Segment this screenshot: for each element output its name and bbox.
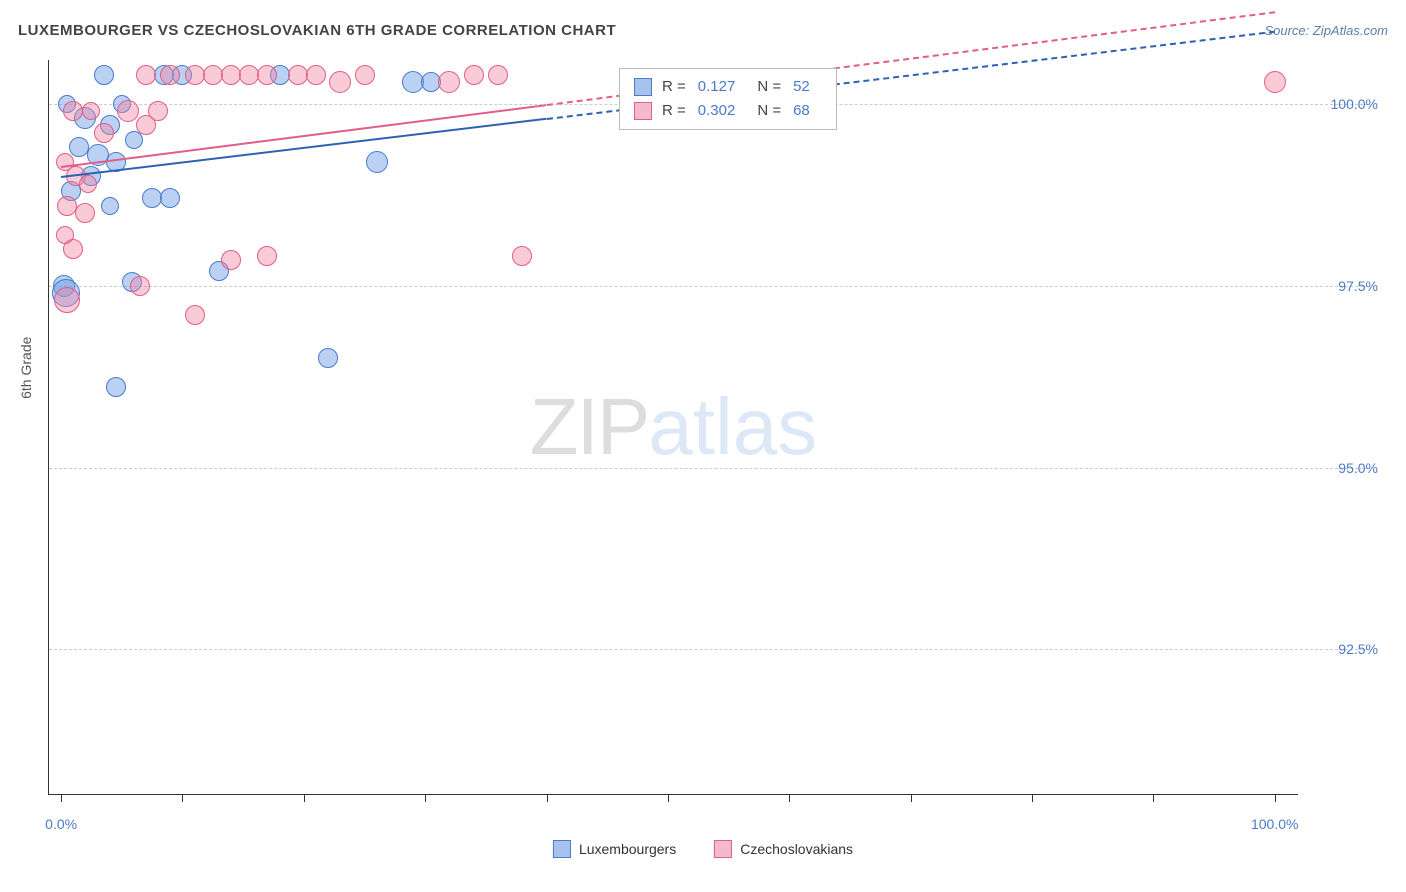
y-tick-label: 92.5% (1308, 641, 1378, 657)
legend: Luxembourgers Czechoslovakians (553, 840, 853, 858)
scatter-point (288, 65, 308, 85)
x-tick (1153, 794, 1154, 802)
stats-row: R = 0.302 N = 68 (634, 99, 822, 123)
x-tick (789, 794, 790, 802)
scatter-point (160, 188, 180, 208)
x-tick (547, 794, 548, 802)
n-label: N = (757, 75, 781, 99)
scatter-point (160, 65, 180, 85)
x-tick (1032, 794, 1033, 802)
scatter-point (203, 65, 223, 85)
scatter-point (54, 287, 80, 313)
scatter-point (148, 101, 168, 121)
scatter-point (185, 305, 205, 325)
source-attribution: Source: ZipAtlas.com (1264, 23, 1388, 38)
scatter-point (464, 65, 484, 85)
scatter-point (366, 151, 388, 173)
scatter-plot-area: ZIPatlas 100.0%97.5%95.0%92.5%0.0%100.0%… (48, 60, 1298, 795)
scatter-point (185, 65, 205, 85)
scatter-point (512, 246, 532, 266)
x-tick (425, 794, 426, 802)
stats-box: R = 0.127 N = 52 R = 0.302 N = 68 (619, 68, 837, 130)
r-value: 0.302 (698, 99, 736, 123)
scatter-point (239, 65, 259, 85)
scatter-point (306, 65, 326, 85)
scatter-point (221, 250, 241, 270)
scatter-point (136, 65, 156, 85)
legend-item: Luxembourgers (553, 840, 676, 858)
series-swatch (634, 102, 652, 120)
r-value: 0.127 (698, 75, 736, 99)
gridline-h (49, 286, 1368, 287)
stats-row: R = 0.127 N = 52 (634, 75, 822, 99)
scatter-point (56, 226, 74, 244)
x-tick (304, 794, 305, 802)
r-label: R = (662, 99, 686, 123)
scatter-point (257, 246, 277, 266)
scatter-point (57, 196, 77, 216)
x-tick (668, 794, 669, 802)
x-tick (911, 794, 912, 802)
n-value: 68 (793, 99, 810, 123)
scatter-point (329, 71, 351, 93)
scatter-point (82, 102, 100, 120)
scatter-point (438, 71, 460, 93)
legend-swatch (714, 840, 732, 858)
scatter-point (117, 100, 139, 122)
series-swatch (634, 78, 652, 96)
legend-item: Czechoslovakians (714, 840, 853, 858)
scatter-point (488, 65, 508, 85)
scatter-point (63, 101, 83, 121)
scatter-point (101, 197, 119, 215)
x-tick (1275, 794, 1276, 802)
scatter-point (75, 203, 95, 223)
gridline-h (49, 649, 1368, 650)
scatter-point (130, 276, 150, 296)
y-tick-label: 97.5% (1308, 278, 1378, 294)
legend-label: Luxembourgers (579, 841, 676, 857)
y-axis-title: 6th Grade (18, 337, 34, 399)
scatter-point (79, 175, 97, 193)
n-value: 52 (793, 75, 810, 99)
gridline-h (49, 468, 1368, 469)
x-tick (182, 794, 183, 802)
scatter-point (142, 188, 162, 208)
scatter-point (221, 65, 241, 85)
x-tick-label: 100.0% (1251, 816, 1298, 832)
watermark: ZIPatlas (530, 381, 817, 473)
watermark-atlas: atlas (648, 382, 817, 471)
scatter-point (94, 65, 114, 85)
y-tick-label: 100.0% (1308, 96, 1378, 112)
scatter-point (318, 348, 338, 368)
scatter-point (106, 377, 126, 397)
watermark-zip: ZIP (530, 382, 648, 471)
legend-label: Czechoslovakians (740, 841, 853, 857)
scatter-point (94, 123, 114, 143)
legend-swatch (553, 840, 571, 858)
chart-title: LUXEMBOURGER VS CZECHOSLOVAKIAN 6TH GRAD… (18, 22, 616, 39)
y-tick-label: 95.0% (1308, 460, 1378, 476)
n-label: N = (757, 99, 781, 123)
x-tick (61, 794, 62, 802)
scatter-point (1264, 71, 1286, 93)
x-tick-label: 0.0% (45, 816, 77, 832)
scatter-point (257, 65, 277, 85)
scatter-point (355, 65, 375, 85)
r-label: R = (662, 75, 686, 99)
